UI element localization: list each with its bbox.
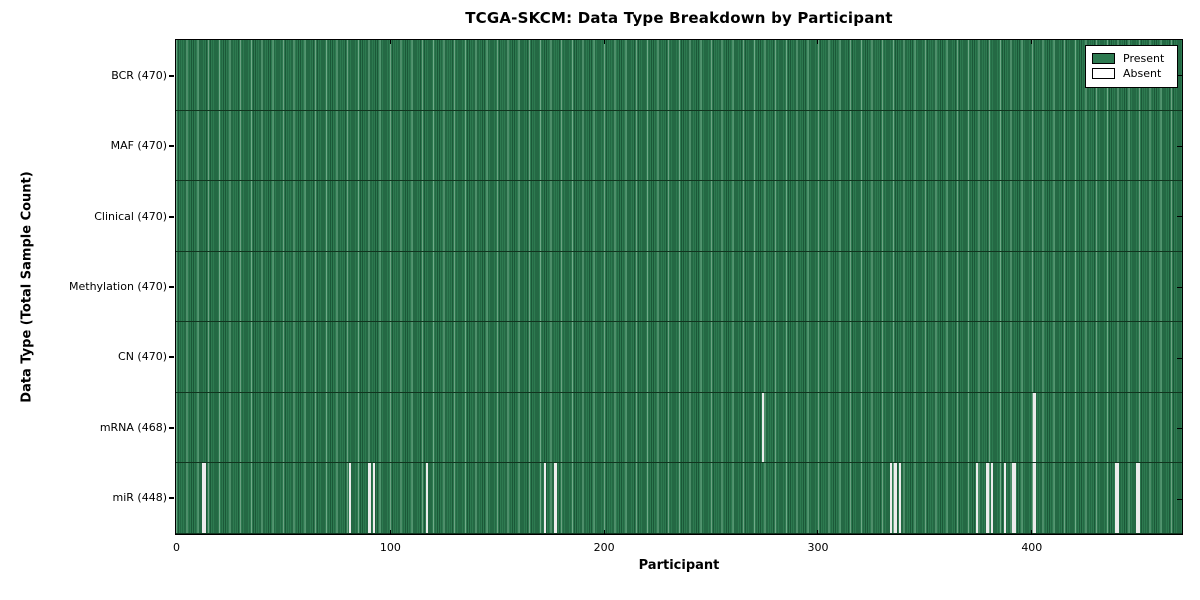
absent-gap xyxy=(426,463,429,534)
y-tick-mark-left xyxy=(169,426,174,429)
y-tick-mark-right xyxy=(1177,286,1182,288)
absent-gap xyxy=(761,392,765,463)
x-tick-mark-bottom xyxy=(817,530,819,534)
y-tick-mark-left xyxy=(169,286,174,288)
x-tick-mark-bottom xyxy=(603,530,605,534)
heatmap-grid xyxy=(176,40,1182,535)
x-tick-mark-top xyxy=(1031,40,1033,44)
legend-entry-present: Present xyxy=(1092,52,1171,65)
x-tick-mark-top xyxy=(389,40,391,44)
x-tick-label-400: 400 xyxy=(1021,541,1043,554)
absent-gap xyxy=(203,463,206,534)
y-tick-mark-left xyxy=(169,74,174,77)
heatmap-row-mrna xyxy=(176,392,1182,464)
legend: Present Absent xyxy=(1085,45,1178,88)
chart-title: TCGA-SKCM: Data Type Breakdown by Partic… xyxy=(465,9,893,27)
absent-gap xyxy=(372,463,375,534)
absent-gap xyxy=(543,463,546,534)
legend-label-absent: Absent xyxy=(1123,67,1162,80)
plot-area xyxy=(175,39,1183,535)
y-tick-mark-left xyxy=(169,497,174,500)
y-tick-mark-left xyxy=(169,356,174,359)
heatmap-row-maf xyxy=(176,111,1182,182)
absent-gap xyxy=(1014,463,1017,534)
y-tick-mark-right xyxy=(1177,75,1182,77)
absent-gap xyxy=(975,463,978,534)
heatmap-row-clinical xyxy=(176,181,1182,252)
x-tick-mark-bottom xyxy=(1031,530,1033,534)
x-tick-label-100: 100 xyxy=(379,541,401,554)
x-tick-mark-top xyxy=(603,40,605,44)
absent-gap xyxy=(1033,392,1036,463)
legend-label-present: Present xyxy=(1123,52,1165,65)
heatmap-row-methylation xyxy=(176,252,1182,323)
x-tick-mark-bottom xyxy=(389,530,391,534)
present-swatch-icon xyxy=(1092,53,1115,64)
x-tick-label-300: 300 xyxy=(807,541,829,554)
y-tick-mark-right xyxy=(1177,428,1182,430)
absent-gap xyxy=(890,463,893,534)
absent-gap xyxy=(894,463,897,534)
absent-gap xyxy=(201,463,204,534)
absent-gap xyxy=(349,463,352,534)
absent-gap xyxy=(1003,463,1006,534)
y-tick-mark-right xyxy=(1177,216,1182,218)
y-tick-mark-left xyxy=(169,215,174,218)
y-tick-label-methylation: Methylation (470) xyxy=(69,280,167,293)
y-tick-label-mrna: mRNA (468) xyxy=(99,420,167,434)
heatmap-row-bcr xyxy=(176,40,1182,111)
y-tick-mark-right xyxy=(1177,498,1182,500)
x-axis-label: Participant xyxy=(638,558,720,573)
y-tick-label-cn: CN (470) xyxy=(118,350,167,364)
absent-gap xyxy=(986,463,989,534)
x-tick-mark-top xyxy=(817,40,819,44)
absent-gap xyxy=(1033,463,1036,534)
absent-swatch-icon xyxy=(1092,68,1115,79)
y-tick-label-mir: miR (448) xyxy=(112,491,168,505)
absent-gap xyxy=(554,463,557,534)
x-tick-label-200: 200 xyxy=(593,541,615,554)
legend-entry-absent: Absent xyxy=(1092,67,1171,80)
y-tick-mark-right xyxy=(1177,145,1182,147)
heatmap-row-cn xyxy=(176,322,1182,393)
y-tick-label-maf: MAF (470) xyxy=(110,139,167,153)
y-tick-label-bcr: BCR (470) xyxy=(111,68,167,82)
absent-gap xyxy=(1138,463,1141,534)
y-tick-label-clinical: Clinical (470) xyxy=(94,209,167,223)
absent-gap xyxy=(1136,463,1139,534)
absent-gap xyxy=(1012,463,1015,534)
x-tick-label-0: 0 xyxy=(173,541,180,554)
absent-gap xyxy=(898,463,901,534)
absent-gap xyxy=(1114,463,1117,534)
heatmap-row-mir xyxy=(176,463,1182,535)
absent-gap xyxy=(1116,463,1120,534)
y-tick-mark-left xyxy=(169,145,174,148)
absent-gap xyxy=(990,463,993,534)
y-tick-mark-right xyxy=(1177,357,1182,359)
absent-gap xyxy=(368,463,371,534)
